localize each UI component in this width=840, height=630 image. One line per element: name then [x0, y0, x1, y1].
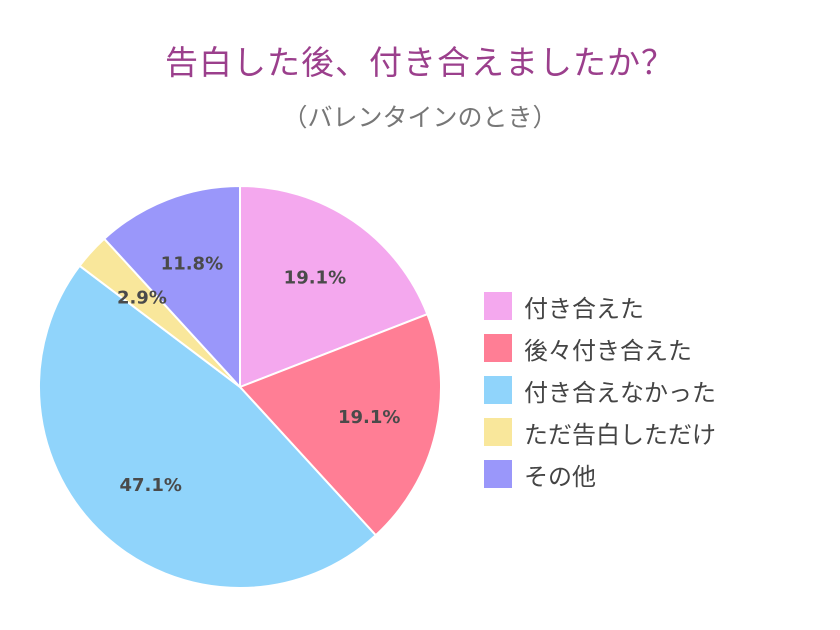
legend-swatch [484, 376, 512, 404]
chart-title: 告白した後、付き合えましたか？ [165, 43, 675, 82]
legend-label: 付き合えた [524, 294, 644, 323]
legend-label: 後々付き合えた [524, 336, 692, 365]
legend-item: その他 [484, 453, 716, 495]
legend-item: 後々付き合えた [484, 327, 716, 369]
slice-value-label: 2.9% [117, 288, 167, 309]
pie-slice [238, 312, 442, 537]
legend-item: ただ告白しただけ [484, 411, 716, 453]
chart-subtitle: （バレンタインのとき） [282, 103, 558, 132]
slice-value-label: 11.8% [161, 253, 223, 274]
pie-slice [239, 184, 429, 389]
legend-item: 付き合えた [484, 285, 716, 327]
pie-slice [37, 264, 378, 589]
pie-slice [102, 184, 241, 390]
legend: 付き合えた後々付き合えた 付き合えなかった ただ告白しただけ その他 [484, 285, 716, 495]
legend-label: 付き合えなかった [524, 378, 716, 407]
slice-value-label: 19.1% [284, 268, 346, 289]
legend-swatch [484, 334, 512, 362]
slice-value-label: 47.1% [119, 475, 181, 496]
legend-swatch [484, 460, 512, 488]
legend-swatch [484, 418, 512, 446]
legend-item: 付き合えなかった [484, 369, 716, 411]
slice-value-label: 19.1% [338, 407, 400, 428]
legend-swatch [484, 292, 512, 320]
legend-label: ただ告白しただけ [524, 420, 716, 449]
legend-label: その他 [524, 462, 596, 491]
